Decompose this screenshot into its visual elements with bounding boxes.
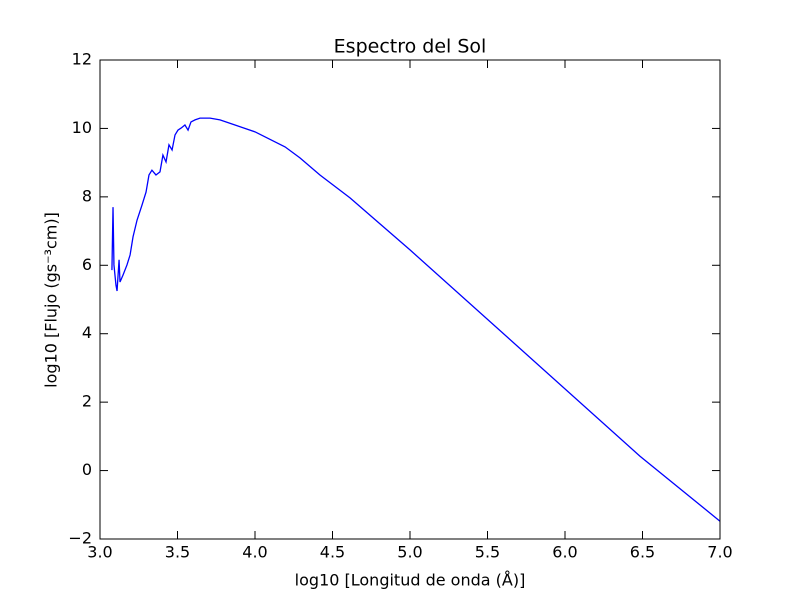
x-tick-label: 5.5 (475, 543, 500, 562)
y-tick-label: 6 (82, 255, 92, 274)
y-tick-label: 2 (82, 392, 92, 411)
x-tick-label: 6.5 (630, 543, 655, 562)
x-tick-label: 6.0 (552, 543, 577, 562)
y-tick-label: 10 (72, 118, 92, 137)
x-tick-label: 4.0 (242, 543, 267, 562)
y-axis-label: log10 [Flujo (gs⁻³cm)] (42, 212, 61, 388)
x-tick-label: 5.0 (397, 543, 422, 562)
plot-frame (99, 59, 721, 540)
y-tick-label: −2 (68, 529, 92, 548)
x-tick-label: 3.5 (165, 543, 190, 562)
x-axis-label: log10 [Longitud de onda (Å)] (295, 571, 526, 590)
y-tick-label: 0 (82, 460, 92, 479)
x-tick-label: 7.0 (707, 543, 732, 562)
x-tick-label: 4.5 (320, 543, 345, 562)
chart-title: Espectro del Sol (334, 36, 487, 58)
y-tick-label: 12 (72, 50, 92, 69)
data-line (111, 117, 721, 522)
y-tick-label: 8 (82, 186, 92, 205)
x-tick-label: 3.0 (87, 543, 112, 562)
y-tick-label: 4 (82, 323, 92, 342)
